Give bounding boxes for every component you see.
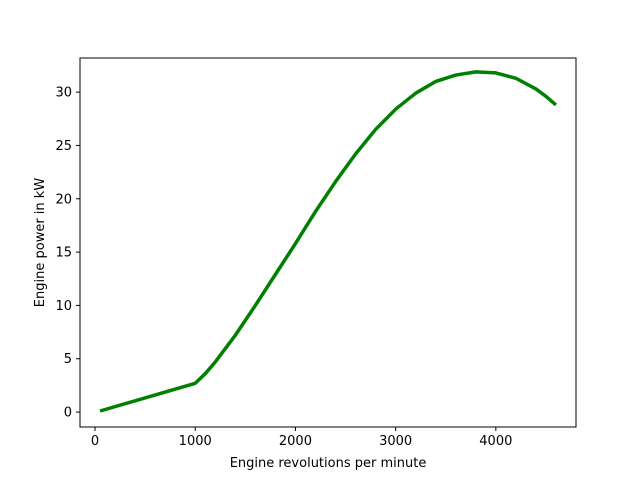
y-tick-label: 25: [55, 139, 72, 154]
y-tick-label: 0: [64, 406, 72, 421]
y-tick-label: 20: [55, 192, 72, 207]
x-tick-label: 3000: [379, 434, 412, 449]
x-tick-label: 4000: [479, 434, 512, 449]
x-tick-label: 2000: [279, 434, 312, 449]
y-tick-label: 5: [64, 352, 72, 367]
plot-area-frame: [79, 57, 577, 428]
y-axis-label: Engine power in kW: [33, 178, 48, 308]
x-tick-label: 0: [91, 434, 99, 449]
y-tick-label: 15: [55, 246, 72, 261]
y-tick-label: 10: [55, 299, 72, 314]
x-axis-label: Engine revolutions per minute: [230, 456, 427, 471]
x-tick-label: 1000: [179, 434, 212, 449]
y-tick-label: 30: [55, 86, 72, 101]
series-line-0: [99, 70, 558, 413]
